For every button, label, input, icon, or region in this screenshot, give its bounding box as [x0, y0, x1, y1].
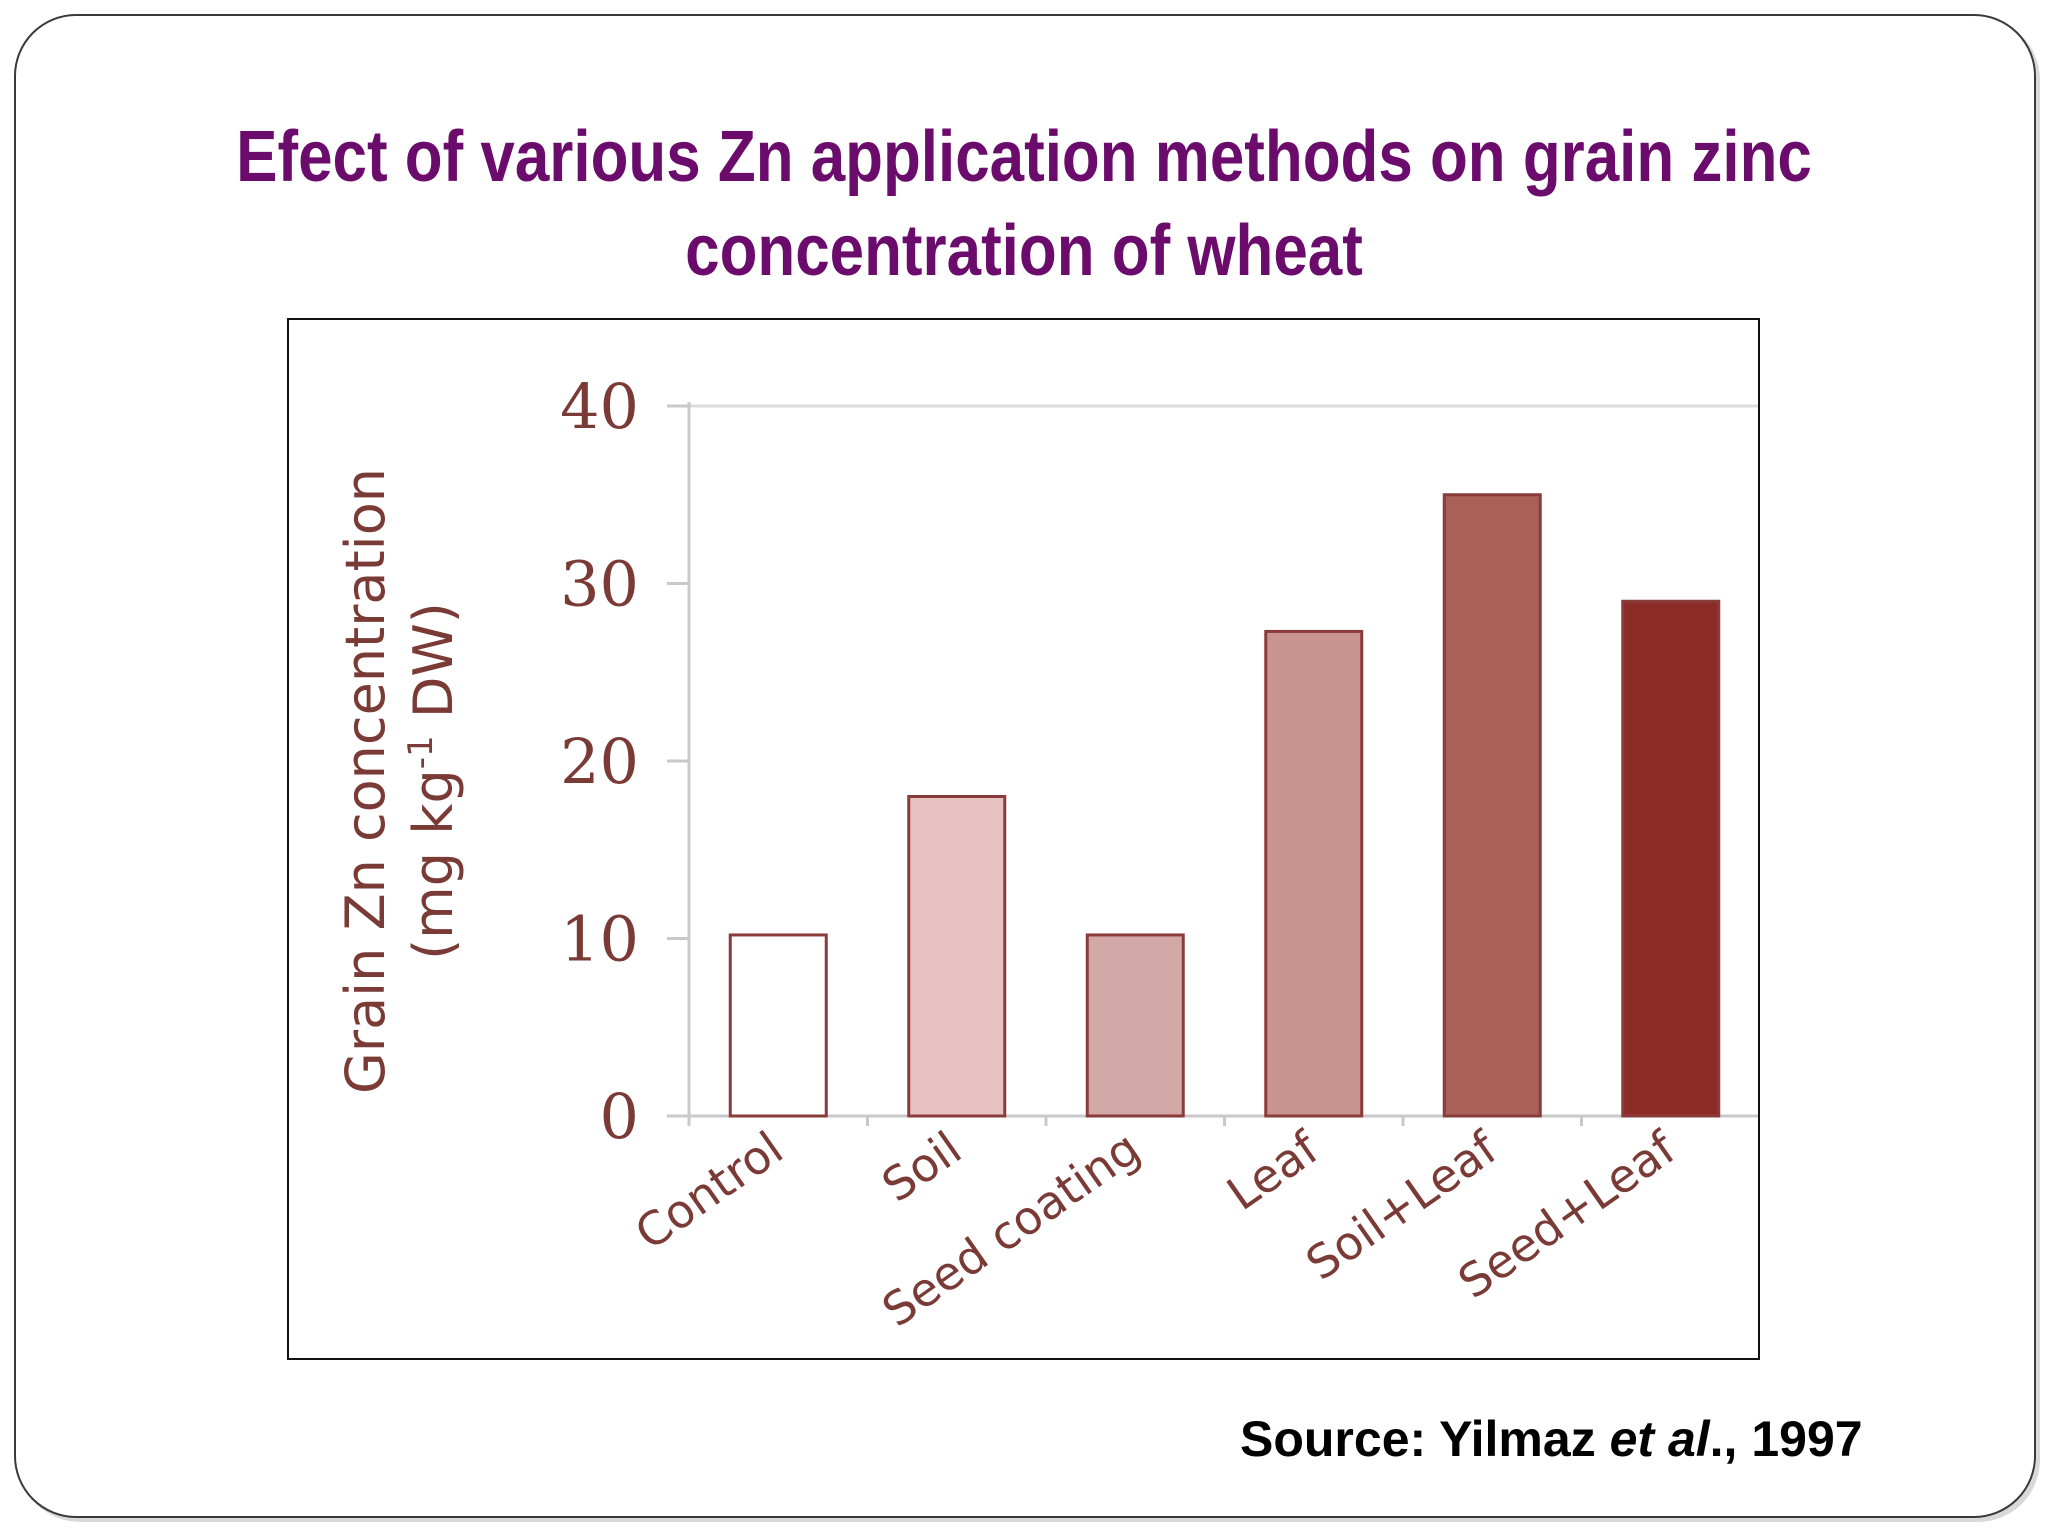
x-tick-label: Control	[625, 1121, 792, 1261]
source-prefix: Source: Yilmaz	[1240, 1411, 1610, 1467]
y-tick-label: 10	[560, 903, 639, 976]
y-tick-label: 30	[560, 548, 639, 621]
x-tick-label: Leaf	[1217, 1120, 1329, 1221]
y-axis-label-line-1: Grain Zn concentration	[334, 468, 397, 1094]
y-tick-label: 0	[600, 1080, 639, 1153]
y-axis-label-line-2: (mg kg-1 DW)	[401, 602, 465, 960]
source-citation: Source: Yilmaz et al., 1997	[1240, 1410, 1863, 1468]
y-tick-label: 40	[560, 370, 639, 443]
bar-soil-leaf	[1442, 493, 1542, 1118]
chart-frame: 0 10 20 30 40 Control Soil Seed coating Leaf Soil…	[287, 318, 1760, 1360]
bar-soil	[907, 795, 1007, 1118]
bar-control	[728, 933, 828, 1118]
title-line-1: Efect of various Zn application methods …	[236, 117, 1812, 197]
slide-title: Efect of various Zn application methods …	[143, 110, 1904, 298]
bar-leaf	[1264, 629, 1364, 1118]
bar-seed-coating	[1085, 933, 1185, 1118]
x-tick-label: Soil	[872, 1121, 971, 1213]
source-italic: et al	[1609, 1411, 1710, 1467]
source-suffix: ., 1997	[1709, 1411, 1863, 1467]
y-tick-label: 20	[560, 725, 639, 798]
title-line-2: concentration of wheat	[685, 211, 1363, 291]
bar-seed-leaf	[1621, 599, 1721, 1118]
